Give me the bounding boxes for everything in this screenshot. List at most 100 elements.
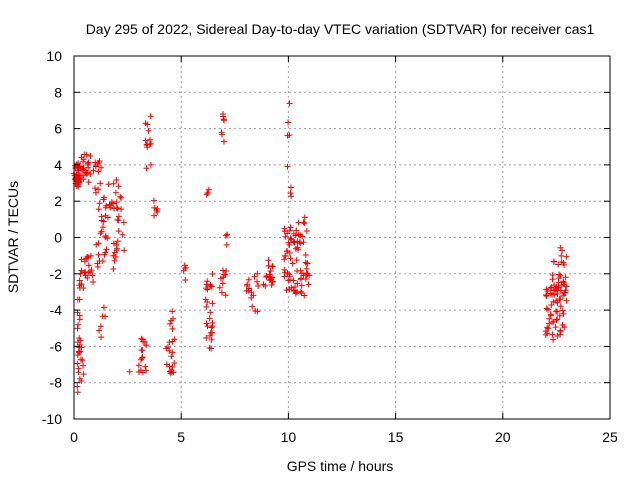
- data-point: [120, 219, 127, 226]
- data-point: [281, 228, 288, 235]
- data-point: [203, 191, 210, 198]
- data-point: [298, 289, 305, 296]
- x-tick-label: 15: [388, 429, 404, 445]
- data-point: [104, 235, 111, 242]
- data-point: [106, 201, 113, 208]
- data-point: [207, 281, 214, 288]
- data-point: [265, 262, 272, 269]
- data-point: [182, 265, 189, 272]
- data-point: [143, 367, 150, 374]
- data-point: [294, 238, 301, 245]
- data-point: [207, 329, 214, 336]
- data-point: [74, 296, 81, 303]
- data-point: [286, 100, 293, 107]
- data-point: [550, 258, 557, 265]
- data-point: [285, 119, 292, 126]
- data-point: [254, 308, 261, 315]
- data-point: [549, 272, 556, 279]
- data-point: [204, 278, 211, 285]
- data-point: [102, 249, 109, 256]
- data-point: [218, 129, 225, 136]
- grid-lines: [74, 56, 610, 419]
- data-point: [542, 331, 549, 338]
- data-point: [248, 289, 255, 296]
- y-tick-label: 0: [54, 230, 62, 246]
- data-point: [301, 220, 308, 227]
- data-point: [552, 324, 559, 331]
- data-point: [283, 287, 290, 294]
- data-point: [78, 267, 85, 274]
- data-point: [113, 176, 120, 183]
- data-point: [223, 268, 230, 275]
- data-point: [80, 158, 87, 165]
- data-point: [77, 356, 84, 363]
- data-point: [100, 218, 107, 225]
- data-point: [281, 273, 288, 280]
- data-point: [74, 325, 81, 332]
- data-point: [557, 244, 564, 251]
- data-point: [251, 273, 258, 280]
- data-point: [216, 284, 223, 291]
- y-tick-label: 4: [54, 157, 62, 173]
- data-point: [249, 303, 256, 310]
- data-point: [288, 236, 295, 243]
- data-point: [89, 272, 96, 279]
- data-point: [302, 251, 309, 258]
- data-point: [550, 298, 557, 305]
- data-point: [110, 265, 117, 272]
- data-point: [114, 205, 121, 212]
- data-point: [110, 252, 117, 259]
- data-point: [75, 183, 82, 190]
- data-point: [142, 120, 149, 127]
- data-point: [543, 293, 550, 300]
- data-point: [563, 297, 570, 304]
- data-point: [559, 322, 566, 329]
- data-point: [203, 281, 210, 288]
- data-point: [107, 204, 114, 211]
- data-point: [85, 269, 92, 276]
- data-point: [557, 303, 564, 310]
- data-point: [117, 193, 124, 200]
- data-point: [254, 270, 261, 277]
- y-tick-label: 2: [54, 193, 62, 209]
- data-point: [302, 276, 309, 283]
- data-point: [203, 335, 210, 342]
- data-point: [76, 335, 83, 342]
- data-point: [208, 336, 215, 343]
- data-point: [139, 347, 146, 354]
- data-point: [203, 320, 210, 327]
- data-point: [77, 337, 84, 344]
- data-point: [75, 365, 82, 372]
- data-point: [111, 257, 118, 264]
- data-point: [141, 339, 148, 346]
- data-point: [286, 276, 293, 283]
- data-point: [549, 291, 556, 298]
- data-point: [217, 275, 224, 282]
- data-point: [287, 235, 294, 242]
- data-point: [102, 313, 109, 320]
- data-point: [81, 258, 88, 265]
- data-point: [288, 284, 295, 291]
- data-point: [83, 151, 90, 158]
- data-point: [74, 389, 81, 396]
- data-point: [204, 286, 211, 293]
- data-point: [281, 269, 288, 276]
- data-point: [550, 287, 557, 294]
- data-point: [78, 281, 85, 288]
- data-point: [293, 257, 300, 264]
- data-point: [118, 194, 125, 201]
- data-point: [180, 267, 187, 274]
- data-point: [560, 278, 567, 285]
- data-point: [301, 214, 308, 221]
- x-tick-label: 20: [495, 429, 511, 445]
- y-tick-label: -8: [50, 375, 63, 391]
- data-point: [553, 317, 560, 324]
- data-point: [100, 304, 107, 311]
- data-point: [154, 205, 161, 212]
- data-point: [150, 197, 157, 204]
- data-point: [553, 308, 560, 315]
- data-point: [80, 156, 87, 163]
- data-point: [218, 289, 225, 296]
- data-point: [554, 299, 561, 306]
